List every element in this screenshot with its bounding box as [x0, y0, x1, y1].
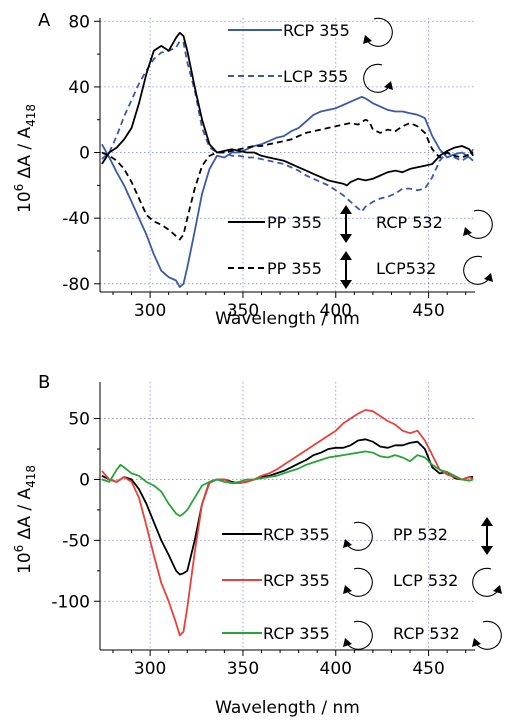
legend-entry: LCP 355	[228, 63, 393, 93]
legend-second-label: RCP 532	[376, 213, 443, 232]
x-tick-label: 350	[227, 659, 259, 679]
vertical-double-arrow-icon	[340, 251, 352, 289]
clockwise-circle-icon	[463, 209, 493, 239]
x-tick-label: 450	[412, 659, 444, 679]
icon-arrowhead-down	[340, 234, 352, 243]
legend-label: RCP 355	[263, 525, 330, 544]
y-tick-label: 80	[68, 12, 90, 32]
y-axis-title: 106 ΔA / A418	[12, 465, 38, 574]
icon-arc	[363, 63, 391, 93]
y-tick-label: -50	[62, 531, 90, 551]
legend-label: LCP 355	[283, 67, 348, 86]
panel-letter: B	[38, 372, 50, 393]
panel-b: B 300 350 400 450 -100 -50 0 50 Wavelength / nm 10…	[12, 372, 502, 718]
series-line-3	[101, 31, 474, 187]
clockwise-circle-icon	[472, 620, 502, 650]
legend-label: RCP 355	[263, 571, 330, 590]
x-tick-label: 400	[320, 659, 352, 679]
legend-entry: RCP 355 PP 532	[222, 517, 493, 555]
clockwise-circle-icon	[343, 521, 373, 551]
legend-entry: PP 355 RCP 532	[228, 205, 493, 243]
vertical-double-arrow-icon	[340, 205, 352, 243]
icon-arrowhead	[463, 227, 472, 236]
legend-entry: RCP 355 RCP 532	[222, 620, 502, 650]
y-tick-label: 40	[68, 78, 90, 98]
legend-entry: RCP 355 LCP 532	[222, 567, 502, 597]
vertical-double-arrow-icon	[481, 517, 493, 555]
icon-arc	[463, 255, 491, 285]
y-tick-label: -80	[62, 275, 90, 295]
x-axis-title: Wavelength / nm	[215, 698, 360, 718]
legend-second-label: PP 532	[393, 525, 448, 544]
icon-arc	[345, 521, 373, 551]
legend-second-label: LCP 532	[393, 571, 458, 590]
series-line-4	[101, 118, 474, 241]
icon-arc	[465, 209, 493, 239]
icon-arc	[345, 620, 373, 650]
counterclockwise-circle-icon	[463, 255, 493, 285]
clockwise-circle-icon	[363, 17, 393, 47]
icon-arrowhead	[472, 638, 481, 647]
legend-label: PP 355	[267, 213, 322, 232]
icon-arrowhead-down	[481, 546, 493, 555]
legend-label: RCP 355	[283, 21, 350, 40]
legend-entry: PP 355 LCP532	[228, 251, 493, 289]
series-line-2	[101, 409, 474, 637]
icon-arrowhead-down	[340, 280, 352, 289]
icon-arrowhead	[343, 638, 352, 647]
icon-arrowhead-up	[340, 205, 352, 214]
icon-arrowhead-up	[481, 517, 493, 526]
series-line-1	[101, 95, 474, 288]
legend-entry: RCP 355	[228, 17, 393, 47]
icon-arrowhead	[384, 81, 393, 90]
counterclockwise-circle-icon	[472, 567, 502, 597]
x-tick-label: 300	[134, 659, 166, 679]
legend: RCP 355 LCP 355 PP 355 RCP 532 PP 355 LCP532	[228, 17, 493, 289]
icon-arrowhead	[484, 273, 493, 282]
icon-arc	[472, 567, 500, 597]
icon-arrowhead	[363, 35, 372, 44]
icon-arc	[345, 567, 373, 597]
y-tick-label: -40	[62, 209, 90, 229]
y-tick-label: -100	[51, 592, 90, 612]
icon-arc	[474, 620, 502, 650]
y-tick-label: 50	[68, 410, 90, 430]
legend: RCP 355 PP 532 RCP 355 LCP 532 RCP 355 RCP 53…	[222, 517, 502, 650]
legend-second-label: RCP 532	[393, 624, 460, 643]
x-tick-label: 300	[134, 301, 166, 321]
series-line-1	[101, 438, 474, 576]
x-axis-title: Wavelength / nm	[215, 309, 360, 329]
icon-arrowhead	[343, 585, 352, 594]
legend-label: RCP 355	[263, 624, 330, 643]
panel-a: A 300 350 400 450 -80 -40 0 40 80 Wavelength / nm 1…	[12, 10, 493, 329]
panel-letter: A	[38, 10, 51, 31]
y-tick-label: 0	[79, 144, 90, 164]
x-tick-label: 450	[412, 301, 444, 321]
icon-arrowhead	[493, 585, 502, 594]
x-tick-label: 400	[320, 301, 352, 321]
series-line-2	[101, 40, 474, 213]
legend-label: PP 355	[267, 259, 322, 278]
icon-arc	[365, 17, 393, 47]
y-tick-label: 0	[79, 470, 90, 490]
icon-arrowhead-up	[340, 251, 352, 260]
series-line-3	[101, 450, 474, 517]
clockwise-circle-icon	[343, 567, 373, 597]
icon-arrowhead	[343, 539, 352, 548]
x-tick-label: 350	[227, 301, 259, 321]
counterclockwise-circle-icon	[363, 63, 393, 93]
y-axis-title: 106 ΔA / A418	[12, 104, 38, 213]
legend-second-label: LCP532	[376, 259, 436, 278]
clockwise-circle-icon	[343, 620, 373, 650]
